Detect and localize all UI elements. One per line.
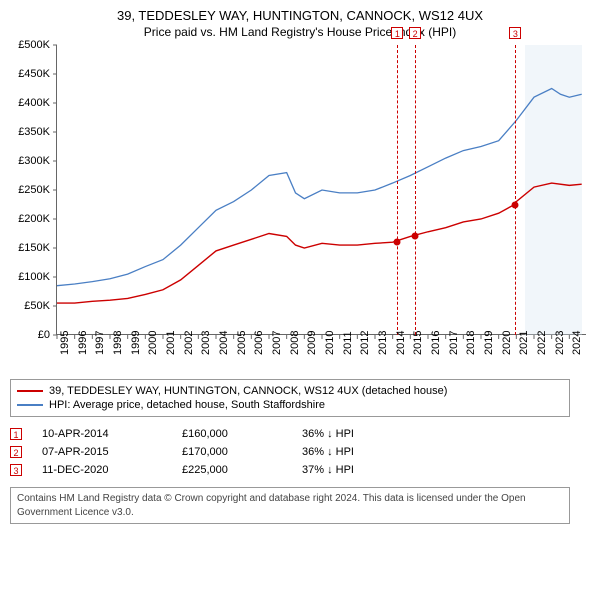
x-tick-label: 1997 bbox=[94, 331, 106, 355]
event-marker: 3 bbox=[509, 27, 521, 39]
y-tick-label: £0 bbox=[38, 329, 50, 341]
event-row: 2 07-APR-2015£170,00036% ↓ HPI bbox=[10, 443, 570, 461]
event-vline bbox=[515, 45, 516, 335]
y-tick-label: £400K bbox=[18, 97, 50, 109]
x-tick-label: 2015 bbox=[412, 331, 424, 355]
x-tick-label: 2007 bbox=[271, 331, 283, 355]
x-tick-label: 2006 bbox=[253, 331, 265, 355]
x-tick-label: 2000 bbox=[147, 331, 159, 355]
x-tick-label: 2023 bbox=[554, 331, 566, 355]
events-table: 1 10-APR-2014£160,00036% ↓ HPI 2 07-APR-201… bbox=[10, 425, 570, 479]
event-price: £170,000 bbox=[182, 446, 302, 458]
event-dot bbox=[512, 201, 519, 208]
x-tick-label: 2017 bbox=[448, 331, 460, 355]
event-date: 10-APR-2014 bbox=[42, 428, 182, 440]
x-tick-label: 2011 bbox=[342, 331, 354, 355]
x-tick-label: 2004 bbox=[218, 331, 230, 355]
y-tick-label: £150K bbox=[18, 242, 50, 254]
event-number-box: 3 bbox=[10, 464, 22, 476]
legend-label: 39, TEDDESLEY WAY, HUNTINGTON, CANNOCK, … bbox=[49, 385, 447, 397]
y-tick-label: £450K bbox=[18, 68, 50, 80]
y-tick-label: £300K bbox=[18, 155, 50, 167]
x-tick-label: 2019 bbox=[483, 331, 495, 355]
series-property bbox=[57, 183, 582, 303]
y-tick-label: £350K bbox=[18, 126, 50, 138]
x-tick-label: 2009 bbox=[306, 331, 318, 355]
legend-swatch bbox=[17, 390, 43, 392]
event-price: £160,000 bbox=[182, 428, 302, 440]
event-row: 1 10-APR-2014£160,00036% ↓ HPI bbox=[10, 425, 570, 443]
legend: 39, TEDDESLEY WAY, HUNTINGTON, CANNOCK, … bbox=[10, 379, 570, 417]
x-tick-label: 2010 bbox=[324, 331, 336, 355]
y-tick-label: £50K bbox=[24, 300, 50, 312]
y-tick-label: £200K bbox=[18, 213, 50, 225]
chart-area: 123 £0 £50K £100K £150K £200K £250K £300K £350K… bbox=[10, 45, 590, 375]
x-tick-label: 1999 bbox=[130, 331, 142, 355]
x-tick-label: 2002 bbox=[183, 331, 195, 355]
legend-item: 39, TEDDESLEY WAY, HUNTINGTON, CANNOCK, … bbox=[17, 384, 563, 398]
x-tick-label: 1995 bbox=[59, 331, 71, 355]
event-delta: 37% ↓ HPI bbox=[302, 464, 422, 476]
y-tick-label: £500K bbox=[18, 39, 50, 51]
x-tick-label: 2001 bbox=[165, 331, 177, 355]
event-marker: 1 bbox=[391, 27, 403, 39]
y-tick-label: £250K bbox=[18, 184, 50, 196]
event-price: £225,000 bbox=[182, 464, 302, 476]
event-number-box: 1 bbox=[10, 428, 22, 440]
x-tick-label: 2016 bbox=[430, 331, 442, 355]
footnote: Contains HM Land Registry data © Crown c… bbox=[10, 487, 570, 524]
chart-subtitle: Price paid vs. HM Land Registry's House … bbox=[10, 25, 590, 39]
plot: 123 bbox=[56, 45, 586, 335]
event-marker: 2 bbox=[409, 27, 421, 39]
x-tick-label: 1998 bbox=[112, 331, 124, 355]
x-tick-label: 2013 bbox=[377, 331, 389, 355]
x-tick-label: 1996 bbox=[77, 331, 89, 355]
chart-title: 39, TEDDESLEY WAY, HUNTINGTON, CANNOCK, … bbox=[10, 8, 590, 23]
event-date: 07-APR-2015 bbox=[42, 446, 182, 458]
event-row: 3 11-DEC-2020£225,00037% ↓ HPI bbox=[10, 461, 570, 479]
event-vline bbox=[415, 45, 416, 335]
x-tick-label: 2018 bbox=[465, 331, 477, 355]
event-vline bbox=[397, 45, 398, 335]
chart-svg bbox=[57, 45, 587, 335]
event-number-box: 2 bbox=[10, 446, 22, 458]
event-dot bbox=[394, 239, 401, 246]
x-tick-label: 2024 bbox=[571, 331, 583, 355]
x-tick-label: 2012 bbox=[359, 331, 371, 355]
event-delta: 36% ↓ HPI bbox=[302, 428, 422, 440]
legend-label: HPI: Average price, detached house, Sout… bbox=[49, 399, 325, 411]
series-hpi bbox=[57, 89, 582, 286]
event-date: 11-DEC-2020 bbox=[42, 464, 182, 476]
x-tick-label: 2022 bbox=[536, 331, 548, 355]
x-tick-label: 2005 bbox=[236, 331, 248, 355]
x-tick-label: 2003 bbox=[200, 331, 212, 355]
event-dot bbox=[412, 233, 419, 240]
x-tick-label: 2021 bbox=[518, 331, 530, 355]
event-delta: 36% ↓ HPI bbox=[302, 446, 422, 458]
x-tick-label: 2014 bbox=[395, 331, 407, 355]
x-tick-label: 2020 bbox=[501, 331, 513, 355]
y-tick-label: £100K bbox=[18, 271, 50, 283]
legend-swatch bbox=[17, 404, 43, 406]
legend-item: HPI: Average price, detached house, Sout… bbox=[17, 398, 563, 412]
x-tick-label: 2008 bbox=[289, 331, 301, 355]
